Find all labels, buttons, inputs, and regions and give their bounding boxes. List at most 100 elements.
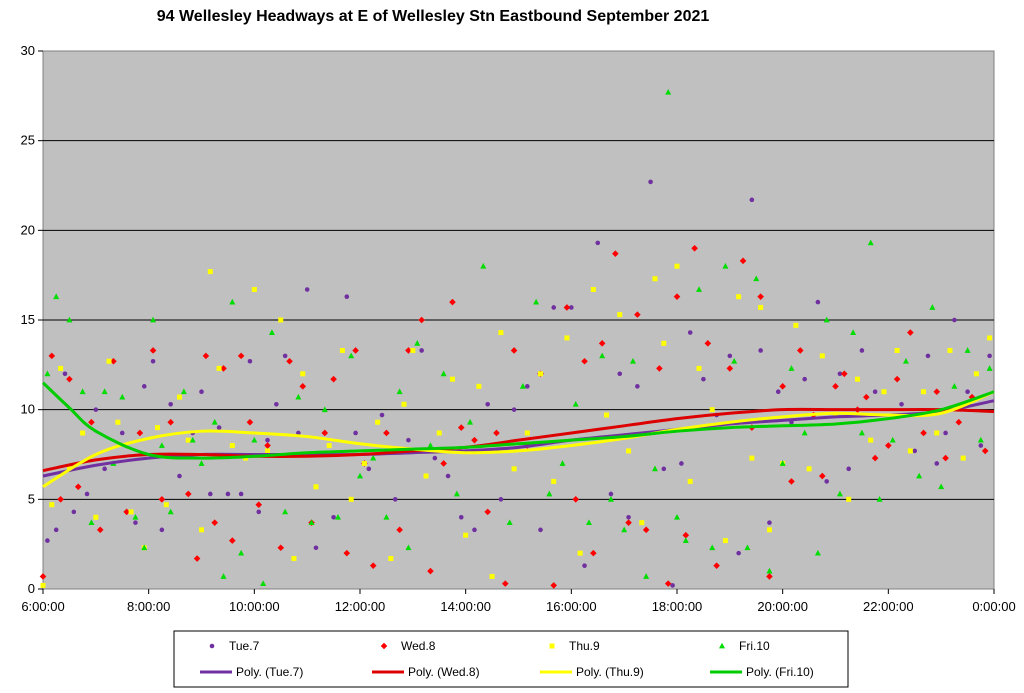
data-point (498, 497, 504, 502)
data-point (736, 294, 742, 300)
data-point (432, 455, 438, 461)
data-point (858, 429, 865, 436)
legend-label: Poly. (Tue.7) (236, 665, 303, 679)
data-point (163, 502, 169, 508)
data-point (286, 357, 293, 365)
data-point (506, 519, 513, 526)
data-point (577, 550, 583, 556)
data-point (251, 287, 257, 293)
series-3 (44, 88, 993, 587)
data-point (53, 527, 59, 533)
data-point (796, 347, 804, 354)
data-point (498, 330, 504, 336)
data-point (199, 527, 204, 533)
data-point (300, 371, 306, 377)
data-point (916, 472, 923, 479)
data-point (66, 316, 73, 323)
data-point (334, 513, 341, 520)
data-point (265, 437, 270, 443)
data-point (846, 466, 852, 472)
data-point (907, 448, 913, 454)
data-point (229, 443, 235, 449)
data-point (489, 573, 495, 579)
data-point (661, 340, 667, 346)
data-point (664, 580, 672, 587)
data-point (868, 437, 874, 443)
data-point (687, 478, 693, 484)
data-point (722, 262, 729, 269)
data-point (39, 573, 47, 580)
data-point (814, 549, 821, 556)
data-point (493, 429, 500, 437)
data-point (369, 562, 377, 569)
data-point (648, 179, 653, 185)
x-tick-label: 22:00:00 (863, 599, 914, 614)
data-point (511, 466, 517, 472)
data-point (767, 520, 772, 525)
data-point (419, 348, 424, 353)
data-point (158, 442, 165, 448)
data-point (149, 347, 157, 354)
data-point (629, 357, 636, 364)
data-point (674, 263, 680, 269)
data-point (66, 375, 73, 383)
data-point (216, 425, 222, 430)
data-point (80, 430, 86, 436)
data-point (793, 322, 799, 328)
data-point (551, 478, 557, 484)
data-point (727, 353, 733, 359)
data-point (855, 376, 861, 382)
data-point (731, 357, 738, 364)
data-point (353, 430, 358, 436)
data-point (106, 358, 112, 364)
data-point (418, 316, 425, 324)
data-point (110, 357, 117, 365)
y-tick-label: 25 (21, 133, 35, 148)
data-point (180, 388, 187, 395)
data-point (626, 514, 631, 520)
data-point (128, 509, 134, 515)
data-point (260, 580, 267, 587)
data-point (229, 537, 236, 544)
data-point (427, 442, 434, 448)
legend-label: Poly. (Thu.9) (576, 665, 644, 679)
data-point (133, 520, 138, 525)
data-point (44, 370, 51, 377)
data-point (960, 455, 966, 461)
data-point (673, 293, 681, 300)
series-2 (40, 263, 993, 588)
data-point (753, 275, 760, 282)
data-point (546, 490, 553, 497)
data-point (211, 519, 219, 526)
data-point (282, 508, 289, 515)
data-point (871, 454, 879, 462)
data-point (872, 389, 878, 395)
data-point (348, 352, 355, 359)
data-point (744, 544, 751, 551)
data-point (833, 412, 838, 418)
data-point (625, 519, 632, 526)
data-point (635, 384, 640, 389)
data-point (519, 383, 526, 389)
data-point (238, 491, 244, 497)
data-point (626, 448, 632, 454)
data-point (987, 353, 992, 359)
data-point (96, 526, 104, 534)
data-point (251, 436, 258, 443)
data-point (696, 286, 703, 292)
legend-label: Poly. (Fri.10) (746, 665, 814, 679)
x-tick-label: 16:00:00 (546, 599, 597, 614)
data-point (296, 430, 301, 436)
data-point (682, 531, 690, 539)
data-point (220, 365, 227, 372)
data-point (84, 491, 90, 497)
data-point (951, 383, 958, 389)
data-point (511, 407, 517, 412)
data-point (150, 358, 156, 364)
data-point (40, 582, 46, 588)
data-point (987, 335, 993, 341)
data-point (551, 305, 557, 310)
legend-label: Poly. (Wed.8) (408, 665, 480, 679)
data-point (282, 353, 288, 359)
data-point (472, 527, 477, 533)
